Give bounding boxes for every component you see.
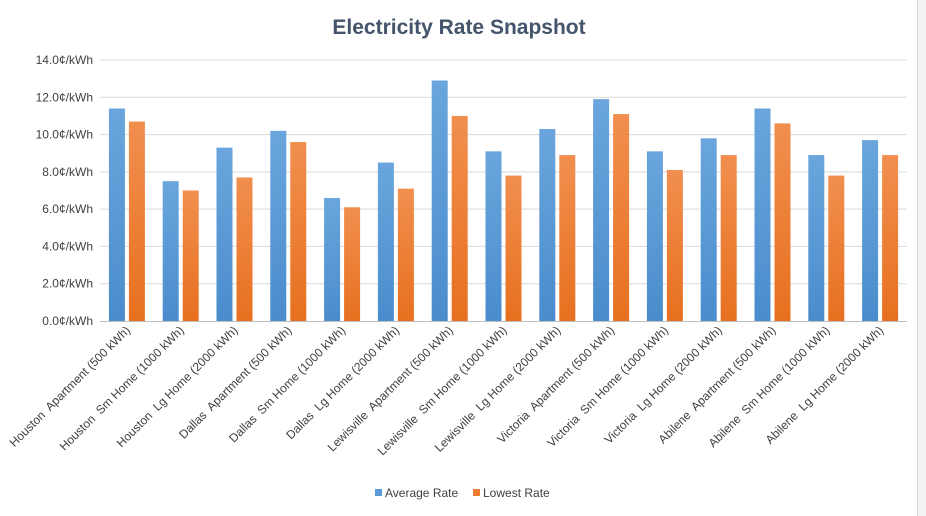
bar-average-rate [700,138,717,321]
bar-lowest-rate [666,169,683,321]
legend-swatch [375,489,382,496]
bar-average-rate [862,140,879,321]
x-axis-labels: Houston Apartment (500 kWh)Houston Sm Ho… [7,323,887,458]
bar-lowest-rate [828,175,845,321]
x-tick-label: Abilene Lg Home (2000 kWh) [763,323,887,447]
bar-lowest-rate [236,177,253,321]
bar-lowest-rate [290,142,307,321]
bar-average-rate [485,151,502,321]
bar-lowest-rate [451,115,468,321]
bar-lowest-rate [397,188,414,321]
bar-lowest-rate [613,114,630,321]
y-tick-label: 14.0¢/kWh [36,53,93,67]
bar-lowest-rate [720,155,737,321]
bar-average-rate [593,99,610,322]
y-tick-label: 8.0¢/kWh [42,165,93,179]
bar-lowest-rate [774,123,791,321]
bar-lowest-rate [182,190,199,321]
y-tick-label: 10.0¢/kWh [36,128,93,142]
gridlines [100,59,907,285]
window-edge [917,0,926,516]
y-axis-ticks: 0.0¢/kWh 2.0¢/kWh 4.0¢/kWh 6.0¢/kWh 8.0¢/kWh… [36,53,93,328]
legend-swatch [473,489,480,496]
legend-label: Lowest Rate [483,486,550,500]
x-tick-label: Dallas Apartment (500 kWh) [176,323,294,441]
bar-average-rate [646,151,663,321]
bar-average-rate [270,130,287,321]
bar-average-rate [162,181,179,321]
bar-lowest-rate [344,207,361,321]
y-tick-label: 6.0¢/kWh [42,202,93,216]
y-tick-label: 4.0¢/kWh [42,239,93,253]
bar-average-rate [754,108,771,321]
y-tick-label: 12.0¢/kWh [36,90,93,104]
bar-average-rate [216,147,233,321]
bar-average-rate [324,197,341,321]
bars [108,80,899,322]
legend: Average Rate Lowest Rate [375,486,550,500]
bar-average-rate [431,80,448,321]
y-tick-label: 0.0¢/kWh [42,314,93,328]
bar-lowest-rate [559,155,576,321]
bar-average-rate [377,162,394,321]
chart-title: Electricity Rate Snapshot [332,16,585,39]
bar-lowest-rate [882,155,899,321]
bar-average-rate [108,108,125,321]
bar-lowest-rate [505,175,522,321]
x-tick-label: Dallas Lg Home (2000 kWh) [283,323,402,442]
legend-label: Average Rate [385,486,458,500]
bar-lowest-rate [128,121,145,322]
bar-average-rate [808,155,825,321]
y-tick-label: 2.0¢/kWh [42,277,93,291]
bar-average-rate [539,128,556,321]
